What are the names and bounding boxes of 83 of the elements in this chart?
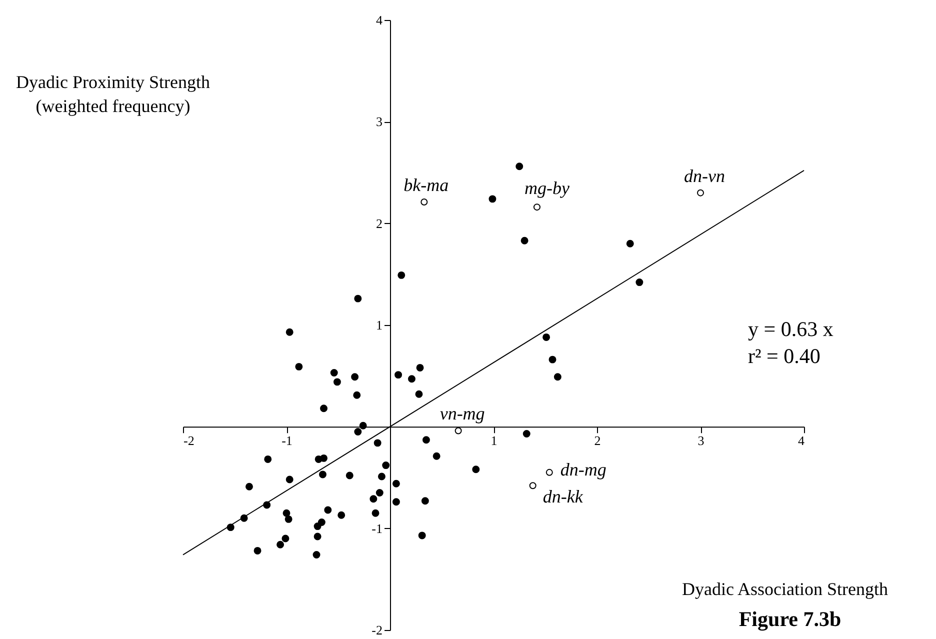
point — [286, 476, 294, 484]
point — [282, 509, 290, 517]
x-tick-label: -2 — [184, 433, 194, 448]
point — [415, 390, 423, 398]
annotation: dn-vn — [684, 166, 725, 186]
y-tick-label: -1 — [372, 520, 382, 536]
point — [314, 522, 322, 530]
point — [529, 482, 536, 490]
point — [359, 422, 367, 430]
point — [320, 454, 328, 462]
point — [312, 551, 320, 558]
point — [421, 497, 429, 505]
point — [330, 369, 338, 377]
point — [338, 511, 346, 519]
point — [284, 515, 292, 523]
point — [548, 356, 556, 364]
annotation: vn-mg — [440, 404, 485, 424]
point — [416, 364, 424, 372]
point — [382, 462, 390, 470]
x-axis-title: Dyadic Association Strength — [682, 579, 888, 599]
point — [376, 489, 384, 496]
annotation: r² = 0.40 — [748, 344, 820, 368]
point — [264, 455, 272, 463]
point — [246, 482, 253, 490]
point — [398, 271, 406, 279]
point — [408, 375, 416, 383]
y-tick-label: 3 — [376, 114, 382, 130]
point — [533, 204, 540, 211]
point — [472, 466, 480, 474]
point — [320, 404, 328, 412]
y-axis-title: Dyadic Proximity Strength (weighted frequency) — [16, 72, 210, 116]
point — [454, 427, 462, 434]
annotation: dn-kk — [542, 486, 584, 507]
x-tick-label: 2 — [594, 433, 601, 448]
point — [520, 236, 528, 244]
point — [522, 430, 530, 438]
point — [370, 495, 378, 503]
point — [432, 452, 440, 460]
point — [318, 518, 326, 526]
point — [286, 328, 294, 336]
text: Figure 7.3b — [738, 607, 842, 631]
point — [516, 162, 524, 170]
y-tick-label: 2 — [376, 216, 382, 231]
annotation: mg-by — [524, 178, 570, 198]
point — [554, 373, 562, 381]
point — [392, 498, 400, 506]
point — [354, 428, 362, 436]
point — [636, 278, 644, 286]
x-tick-label: 1 — [490, 433, 498, 448]
x-tick-label: 4 — [798, 433, 805, 448]
point — [374, 439, 382, 447]
point — [542, 333, 550, 341]
annotation: bk-ma — [404, 174, 449, 195]
point — [372, 509, 380, 517]
point — [378, 472, 386, 480]
annotation: dn-mg — [560, 459, 606, 480]
point — [354, 294, 362, 302]
point — [351, 373, 359, 381]
point — [420, 198, 428, 206]
point — [295, 362, 303, 370]
point — [254, 546, 262, 554]
point — [346, 472, 354, 480]
point — [392, 480, 400, 488]
point — [394, 371, 402, 379]
point — [697, 189, 704, 196]
point — [276, 540, 284, 548]
point — [546, 468, 553, 476]
y-tick-label: 4 — [376, 12, 383, 28]
point — [626, 240, 634, 248]
point — [282, 534, 290, 542]
point — [418, 532, 426, 540]
point — [314, 532, 322, 540]
y-tick-label: -2 — [372, 622, 382, 638]
point — [324, 506, 332, 514]
point — [488, 195, 496, 203]
point — [422, 436, 430, 444]
annotation: y = 0.63 x — [748, 317, 834, 341]
x-tick-label: 3 — [698, 433, 704, 448]
point — [353, 391, 361, 399]
x-tick-label: -1 — [282, 433, 292, 448]
y-tick-label: 1 — [376, 318, 382, 332]
point — [333, 378, 341, 386]
point — [318, 470, 326, 478]
